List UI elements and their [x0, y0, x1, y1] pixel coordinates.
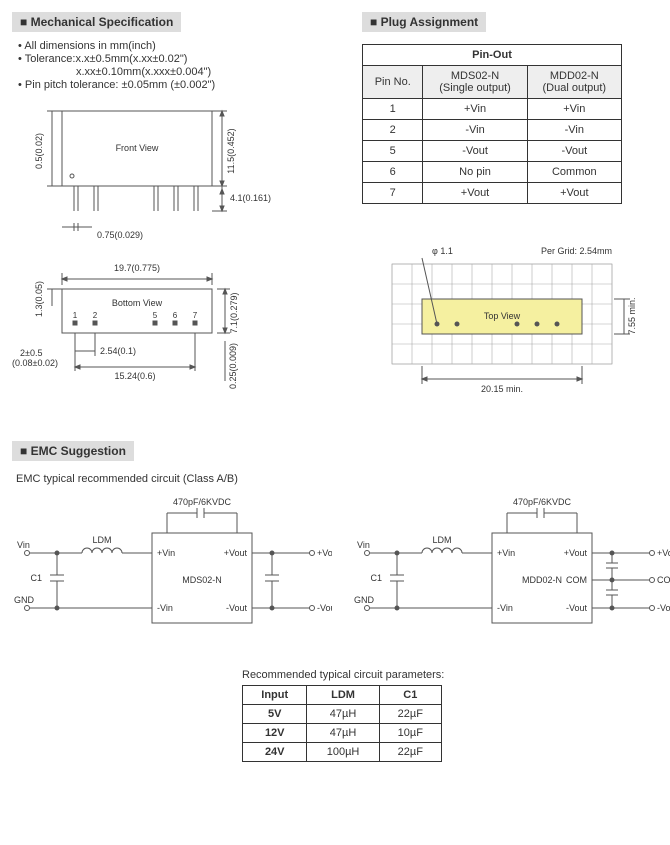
svg-text:+Vout: +Vout [224, 548, 248, 558]
emc-circuit-mdd: 470pF/6KVDC LDM Vin GND C1 +Vin -Vin +Vo… [352, 493, 670, 653]
svg-text:4.1(0.161): 4.1(0.161) [230, 193, 271, 203]
svg-text:C1: C1 [370, 573, 382, 583]
svg-text:7.1(0.279): 7.1(0.279) [229, 292, 239, 333]
emc-header: EMC Suggestion [12, 441, 134, 461]
mech-spec-header: Mechanical Specification [12, 12, 181, 32]
bullet-item: x.xx±0.10mm(x.xxx±0.004") [18, 66, 332, 78]
svg-text:0.25(0.009): 0.25(0.009) [228, 343, 238, 389]
svg-text:COM: COM [657, 575, 670, 585]
svg-text:LDM: LDM [432, 535, 451, 545]
bullet-item: Pin pitch tolerance: ±0.05mm (±0.002") [18, 79, 332, 91]
pinout-title: Pin-Out [363, 45, 622, 66]
bullet-item: Tolerance:x.x±0.5mm(x.xx±0.02") [18, 53, 332, 65]
top-view-grid: φ 1.1 Per Grid: 2.54mm Top View [362, 244, 642, 414]
svg-text:Per Grid: 2.54mm: Per Grid: 2.54mm [541, 246, 612, 256]
svg-text:Vin: Vin [357, 540, 370, 550]
front-view-drawing: Front View 11.5(0.452) 4.1(0.161) 0.5(0.… [12, 101, 312, 261]
svg-text:470pF/6KVDC: 470pF/6KVDC [513, 497, 572, 507]
svg-text:2±0.5: 2±0.5 [20, 348, 42, 358]
svg-text:7: 7 [193, 311, 198, 320]
svg-text:+Vout: +Vout [317, 548, 332, 558]
svg-text:+Vin: +Vin [157, 548, 175, 558]
svg-text:2.54(0.1): 2.54(0.1) [100, 346, 136, 356]
svg-text:1: 1 [73, 311, 78, 320]
svg-text:5: 5 [153, 311, 158, 320]
pinout-col-header: MDS02-N (Single output) [423, 66, 527, 99]
emc-subtitle: EMC typical recommended circuit (Class A… [16, 473, 658, 485]
svg-text:2: 2 [93, 311, 98, 320]
svg-text:20.15 min.: 20.15 min. [481, 384, 523, 394]
svg-text:+Vin: +Vin [497, 548, 515, 558]
mech-bullets: All dimensions in mm(inch) Tolerance:x.x… [18, 40, 332, 91]
pinout-table: Pin-Out Pin No. MDS02-N (Single output) … [362, 44, 622, 204]
svg-text:+Vout: +Vout [564, 548, 588, 558]
svg-text:11.5(0.452): 11.5(0.452) [226, 128, 236, 173]
params-table: Input LDM C1 5V47µH22µF 12V47µH10µF 24V1… [242, 685, 442, 762]
svg-text:7.55 min.: 7.55 min. [627, 297, 637, 334]
plug-header: Plug Assignment [362, 12, 486, 32]
pinout-col-header: MDD02-N (Dual output) [527, 66, 621, 99]
svg-text:Vin: Vin [17, 540, 30, 550]
svg-text:C1: C1 [30, 573, 42, 583]
svg-text:+Vout: +Vout [657, 548, 670, 558]
bullet-item: All dimensions in mm(inch) [18, 40, 332, 52]
svg-text:Front View: Front View [116, 143, 159, 153]
pinout-col-header: Pin No. [363, 66, 423, 99]
bottom-view-drawing: 19.7(0.775) Bottom View 1 2 5 6 7 7.1(0.… [12, 261, 312, 421]
svg-text:GND: GND [14, 595, 35, 605]
svg-text:LDM: LDM [92, 535, 111, 545]
svg-text:COM: COM [566, 575, 587, 585]
svg-text:15.24(0.6): 15.24(0.6) [114, 371, 155, 381]
svg-text:6: 6 [173, 311, 178, 320]
svg-text:Bottom View: Bottom View [112, 298, 163, 308]
svg-text:0.75(0.029): 0.75(0.029) [97, 230, 143, 240]
emc-circuit-mds: 470pF/6KVDC LDM Vin GND C1 +Vin -Vin +Vo… [12, 493, 332, 653]
svg-text:(0.08±0.02): (0.08±0.02) [12, 358, 58, 368]
svg-text:1.3(0.05): 1.3(0.05) [34, 281, 44, 317]
svg-text:19.7(0.775): 19.7(0.775) [114, 263, 160, 273]
svg-text:-Vout: -Vout [317, 603, 332, 613]
svg-text:φ 1.1: φ 1.1 [432, 246, 453, 256]
svg-text:0.5(0.02): 0.5(0.02) [34, 133, 44, 169]
params-title: Recommended typical circuit parameters: [242, 669, 658, 681]
svg-text:-Vout: -Vout [657, 603, 670, 613]
svg-text:MDS02-N: MDS02-N [182, 575, 222, 585]
svg-text:MDD02-N: MDD02-N [522, 575, 562, 585]
svg-text:GND: GND [354, 595, 375, 605]
svg-text:-Vin: -Vin [497, 603, 513, 613]
svg-text:470pF/6KVDC: 470pF/6KVDC [173, 497, 232, 507]
svg-text:-Vout: -Vout [226, 603, 248, 613]
svg-text:Top View: Top View [484, 311, 521, 321]
svg-text:-Vin: -Vin [157, 603, 173, 613]
svg-text:-Vout: -Vout [566, 603, 588, 613]
